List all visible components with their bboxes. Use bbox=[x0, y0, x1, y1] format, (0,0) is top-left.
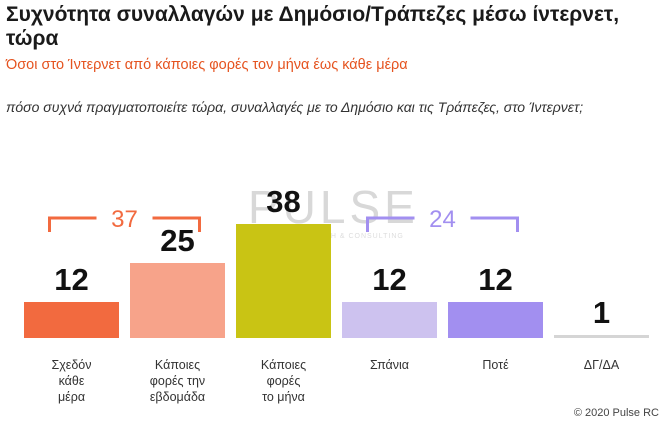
bar bbox=[448, 302, 543, 338]
category-label: εβδομάδα bbox=[150, 390, 205, 404]
category-label: κάθε bbox=[59, 374, 85, 388]
bar bbox=[554, 335, 649, 338]
group-total-label: 24 bbox=[429, 206, 456, 233]
category-label: φορές bbox=[267, 374, 301, 388]
chart-title: Συχνότητα συναλλαγών με Δημόσιο/Τράπεζες… bbox=[6, 3, 620, 50]
category-label: μέρα bbox=[58, 390, 85, 404]
bar-value-label: 12 bbox=[478, 262, 512, 297]
chart-subtitle: Όσοι στο Ίντερνετ από κάποιες φορές τον … bbox=[6, 57, 408, 73]
bar bbox=[342, 302, 437, 338]
bar-value-label: 25 bbox=[160, 223, 194, 258]
bar bbox=[24, 302, 119, 338]
category-label: Σχεδόν bbox=[51, 358, 91, 372]
bar bbox=[130, 263, 225, 338]
group-bracket-left bbox=[48, 216, 97, 232]
bar-value-label: 12 bbox=[54, 262, 88, 297]
category-label: Ποτέ bbox=[482, 358, 509, 372]
category-label: το μήνα bbox=[262, 390, 305, 404]
group-bracket-right bbox=[470, 216, 519, 232]
pulse-watermark-subtitle: RESEARCH & CONSULTING bbox=[290, 233, 404, 240]
bar-value-label: 12 bbox=[372, 262, 406, 297]
bar-value-label: 1 bbox=[593, 295, 610, 330]
survey-question: πόσο συχνά πραγματοποιείτε τώρα, συναλλα… bbox=[6, 99, 584, 115]
category-label: Σπάνια bbox=[370, 358, 409, 372]
category-label: φορές την bbox=[150, 374, 205, 388]
group-total-label: 37 bbox=[111, 206, 138, 233]
category-label: Κάποιες bbox=[155, 358, 200, 372]
bar bbox=[236, 224, 331, 338]
category-label: ΔΓ/ΔΑ bbox=[584, 358, 620, 372]
group-bracket-left bbox=[366, 216, 415, 232]
bar-value-label: 38 bbox=[266, 184, 300, 219]
group-bracket-right bbox=[152, 216, 201, 232]
copyright-text: © 2020 Pulse RC bbox=[573, 407, 659, 419]
category-label: Κάποιες bbox=[261, 358, 306, 372]
